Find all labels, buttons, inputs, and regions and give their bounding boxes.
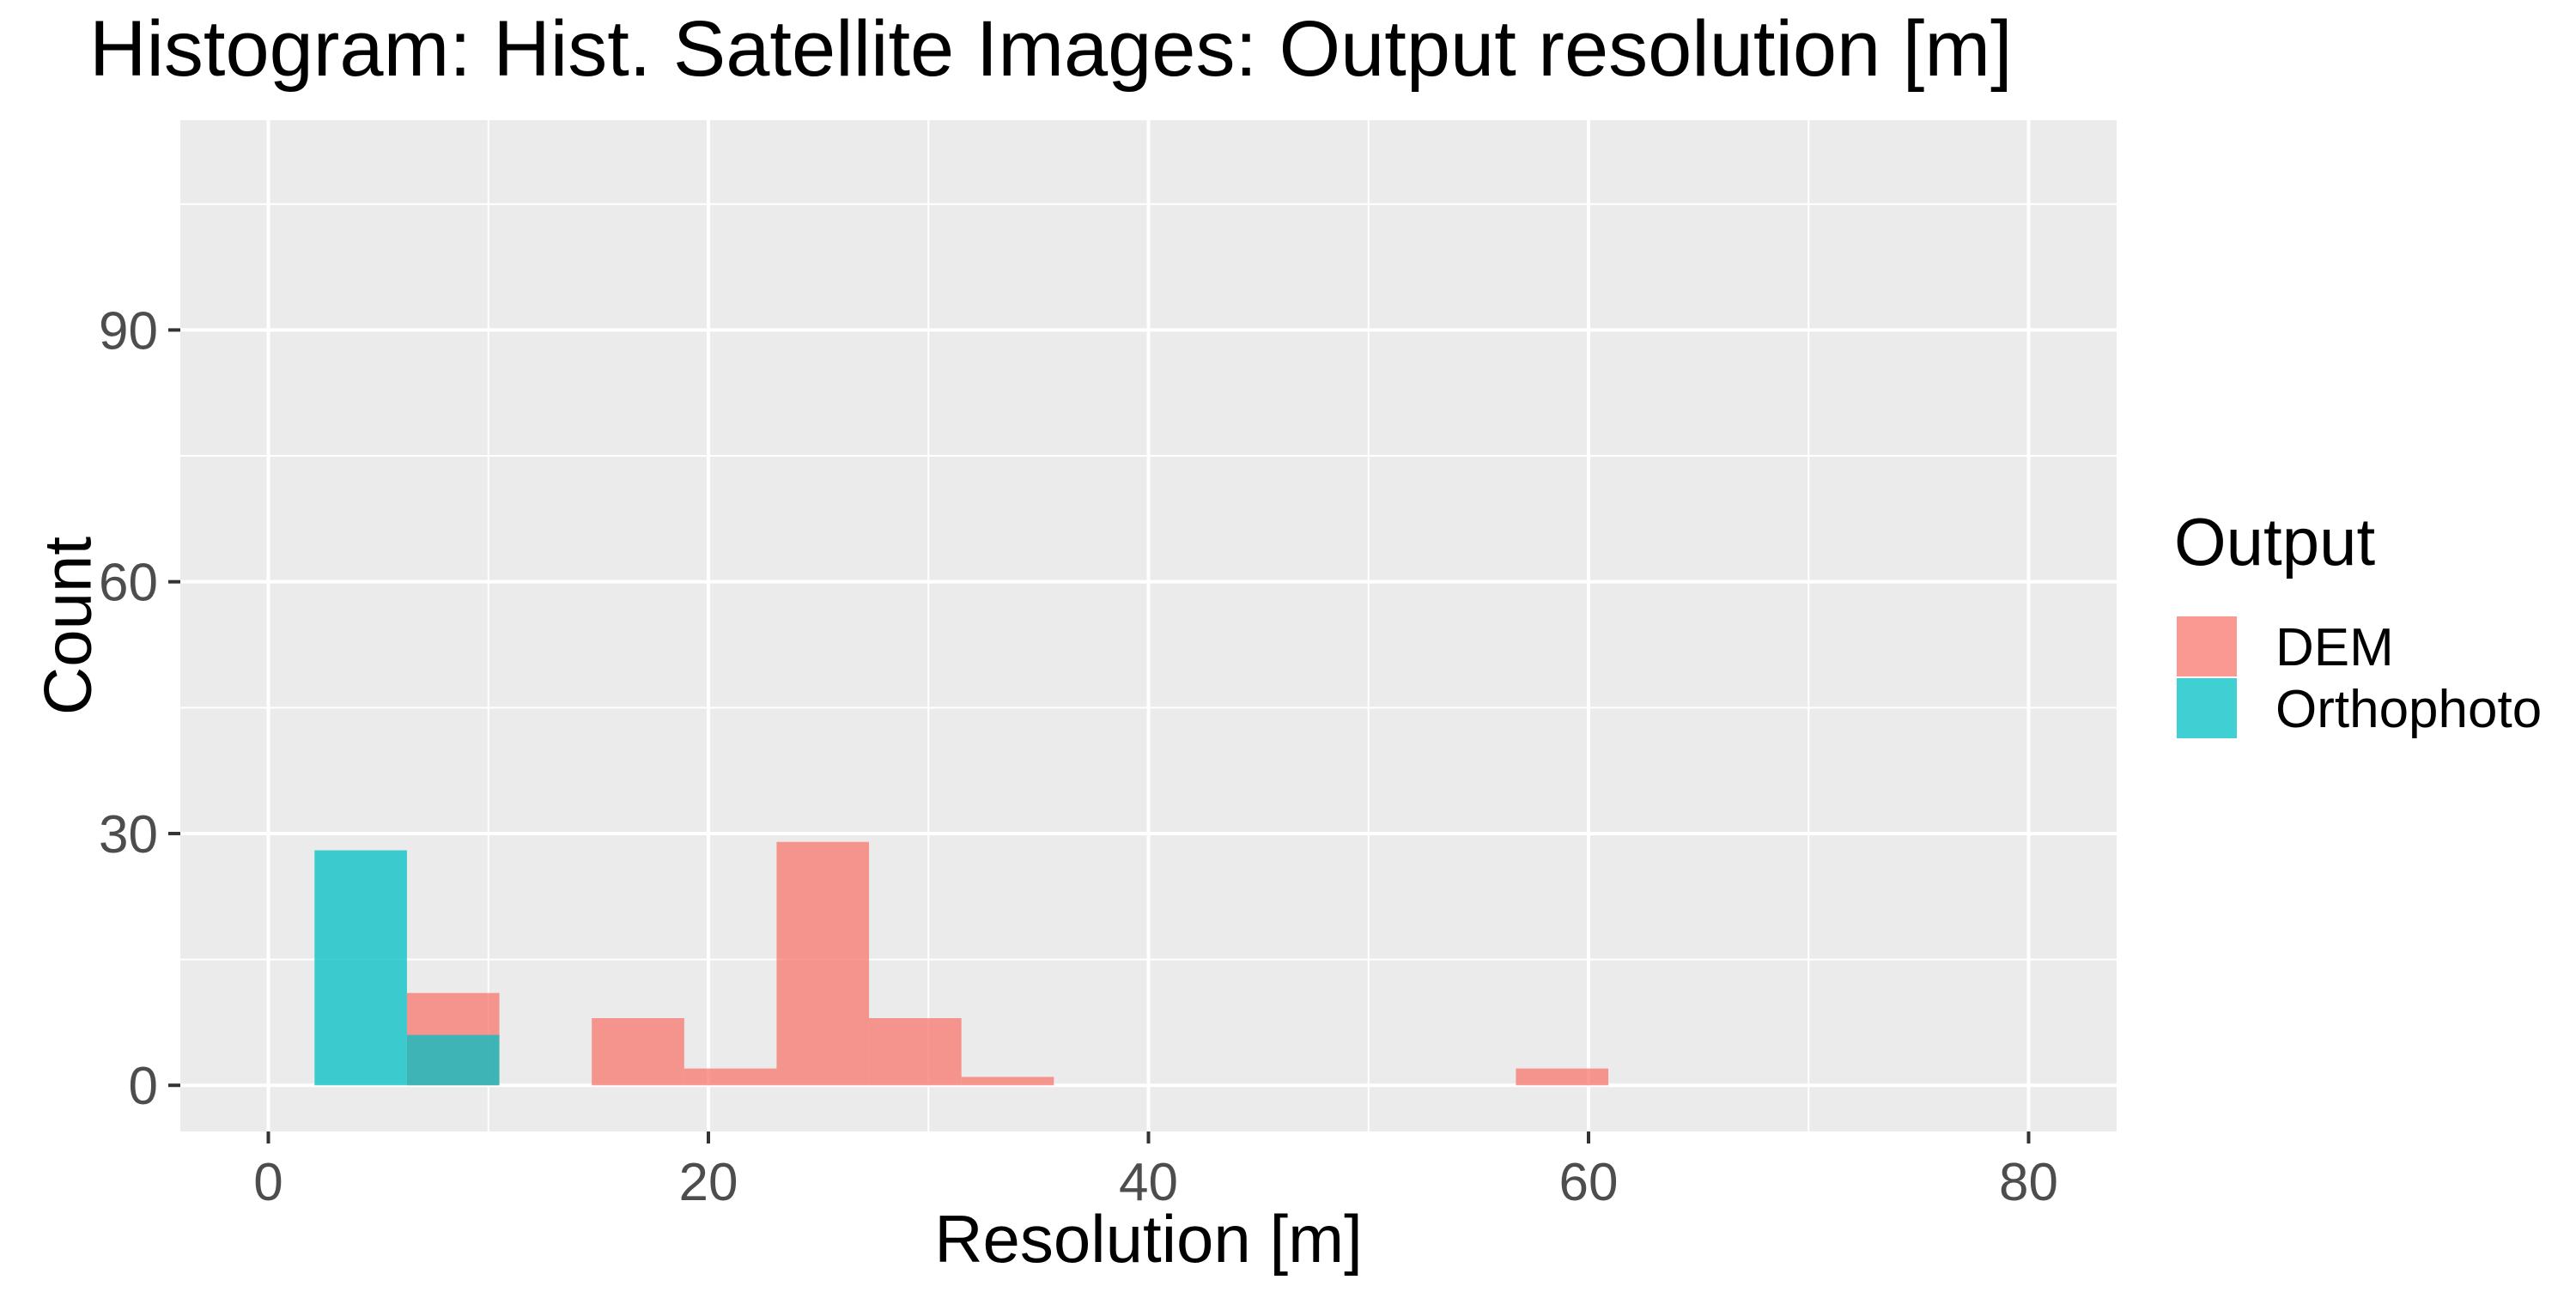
legend-key-dem <box>2177 616 2237 676</box>
major-gridlines <box>180 120 2117 1131</box>
bar-dem <box>683 1068 777 1086</box>
x-tick-label: 0 <box>253 1153 283 1212</box>
legend-key-orthophoto <box>2177 678 2237 738</box>
chart-title: Histogram: Hist. Satellite Images: Outpu… <box>89 5 2013 93</box>
bar-orthophoto <box>314 850 407 1086</box>
x-tick-label: 80 <box>1999 1153 2058 1212</box>
bar-orthophoto <box>406 1034 500 1086</box>
x-tick-label: 60 <box>1559 1153 1619 1212</box>
bar-dem <box>776 841 870 1086</box>
y-tick-label: 30 <box>99 805 158 864</box>
x-axis-label: Resolution [m] <box>934 1201 1363 1277</box>
y-tick-label: 90 <box>99 301 158 361</box>
legend-label-dem: DEM <box>2275 618 2394 677</box>
y-tick-label: 60 <box>99 554 158 613</box>
y-tick-label: 0 <box>129 1057 158 1116</box>
x-tick-label: 20 <box>679 1153 738 1212</box>
bar-dem <box>1516 1068 1609 1086</box>
bar-dem <box>961 1077 1054 1086</box>
x-tick-label: 40 <box>1119 1153 1178 1212</box>
histogram-bars <box>314 841 1609 1086</box>
axes: 0 20 40 60 80 0 30 60 90 <box>99 301 2058 1212</box>
bar-dem <box>869 1018 962 1086</box>
legend-label-orthophoto: Orthophoto <box>2275 680 2542 739</box>
y-axis-label: Count <box>30 537 106 715</box>
bar-dem <box>592 1018 684 1086</box>
legend-title: Output <box>2174 504 2375 579</box>
